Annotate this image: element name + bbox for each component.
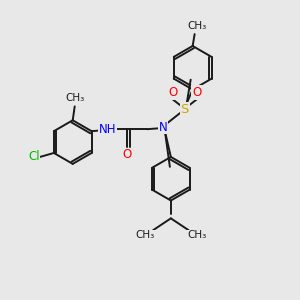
- Text: CH₃: CH₃: [187, 230, 206, 240]
- Text: O: O: [192, 86, 201, 99]
- Text: NH: NH: [99, 123, 116, 136]
- Text: O: O: [168, 86, 178, 99]
- Text: Cl: Cl: [28, 150, 40, 164]
- Text: CH₃: CH₃: [65, 94, 84, 103]
- Text: CH₃: CH₃: [136, 230, 155, 240]
- Text: CH₃: CH₃: [187, 21, 206, 31]
- Text: N: N: [159, 121, 167, 134]
- Text: O: O: [123, 148, 132, 161]
- Text: S: S: [181, 103, 189, 116]
